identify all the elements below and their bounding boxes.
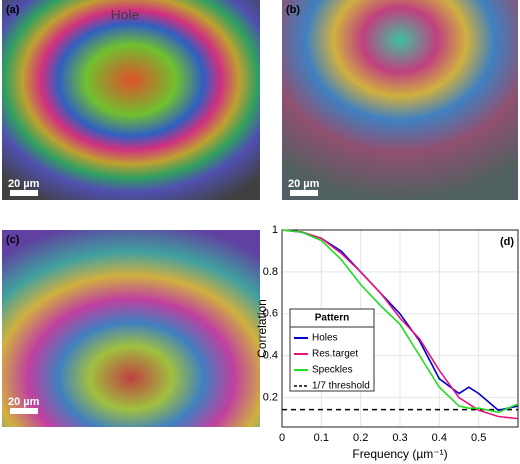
y-tick-label: 0.4 bbox=[263, 350, 278, 362]
legend-label: Res.target bbox=[312, 349, 358, 360]
image-c bbox=[2, 230, 260, 427]
scale-bar bbox=[10, 408, 38, 414]
x-tick-label: 0.3 bbox=[392, 432, 407, 444]
legend-label: 1/7 threshold bbox=[312, 381, 370, 392]
image-b bbox=[282, 0, 518, 200]
x-tick-label: 0.1 bbox=[314, 432, 329, 444]
scale-bar bbox=[290, 190, 318, 196]
series-line bbox=[281, 229, 519, 420]
panel-label: (c) bbox=[6, 234, 20, 246]
legend-title: Pattern bbox=[315, 313, 349, 324]
panel-label: (b) bbox=[286, 4, 300, 16]
panel-label: (a) bbox=[6, 4, 20, 16]
image-a bbox=[2, 0, 260, 200]
chart: 0 0.1 0.2 0.3 0.4 0.5 0.2 0.4 0.6 0.8 1 Frequency (… bbox=[255, 224, 519, 461]
y-tick-label: 1 bbox=[272, 224, 278, 236]
x-axis-label: Frequency (µm⁻¹) bbox=[352, 447, 447, 461]
y-tick-label: 0.6 bbox=[263, 308, 278, 320]
y-tick-label: 0.8 bbox=[263, 266, 278, 278]
x-tick-label: 0.5 bbox=[471, 432, 486, 444]
x-tick-label: 0.2 bbox=[353, 432, 368, 444]
scale-label: 20 µm bbox=[8, 178, 40, 190]
scale-label: 20 µm bbox=[288, 178, 320, 190]
scale-label: 20 µm bbox=[8, 396, 40, 408]
image-text: Hole bbox=[111, 7, 140, 23]
panel-label: (d) bbox=[500, 236, 514, 248]
scale-bar bbox=[10, 190, 38, 196]
series-line bbox=[281, 229, 519, 414]
legend-label: Speckles bbox=[312, 365, 353, 376]
legend-box bbox=[289, 308, 375, 392]
x-tick-label: 0.4 bbox=[432, 432, 447, 444]
y-axis-label: Correlation bbox=[255, 299, 269, 358]
plot-frame bbox=[281, 229, 519, 428]
x-tick-label: 0 bbox=[279, 432, 285, 444]
y-tick-label: 0.2 bbox=[263, 392, 278, 404]
legend-label: Holes bbox=[312, 333, 338, 344]
